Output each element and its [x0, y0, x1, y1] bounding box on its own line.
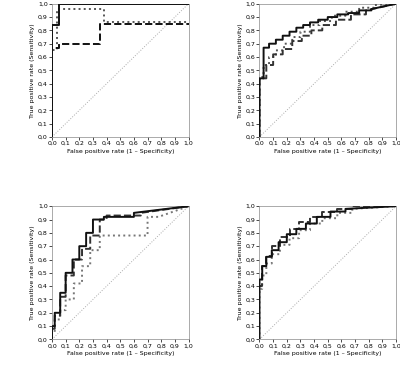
Y-axis label: True positive rate (Sensitivity): True positive rate (Sensitivity) [30, 23, 35, 117]
Y-axis label: True positive rate (Sensitivity): True positive rate (Sensitivity) [238, 226, 243, 320]
X-axis label: False positive rate (1 – Specificity): False positive rate (1 – Specificity) [274, 149, 382, 154]
Y-axis label: True positive rate (Sensitivity): True positive rate (Sensitivity) [30, 226, 35, 320]
X-axis label: False positive rate (1 – Specificity): False positive rate (1 – Specificity) [66, 149, 174, 154]
X-axis label: False positive rate (1 – Specificity): False positive rate (1 – Specificity) [66, 351, 174, 356]
X-axis label: False positive rate (1 – Specificity): False positive rate (1 – Specificity) [274, 351, 382, 356]
Y-axis label: True positive rate (Sensitivity): True positive rate (Sensitivity) [238, 23, 243, 117]
